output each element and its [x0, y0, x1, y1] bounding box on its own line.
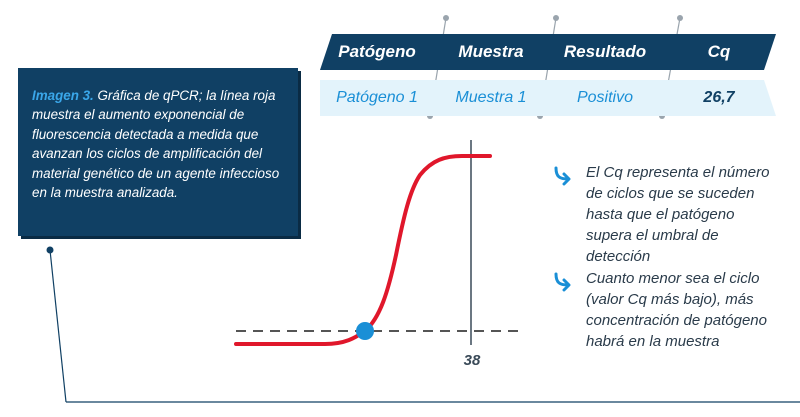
bullet-cq-interpretation: Cuanto menor sea el ciclo (valor Cq más … [552, 268, 782, 352]
caption-title: Imagen 3. [32, 88, 94, 103]
caption-pin-dot [46, 246, 54, 254]
bullet-cq-definition: El Cq representa el número de ciclos que… [552, 162, 782, 267]
cell-pathogen: Patógeno 1 [336, 89, 418, 106]
bullet-text-2: Cuanto menor sea el ciclo (valor Cq más … [586, 270, 767, 350]
arrow-curve-icon [554, 166, 571, 186]
table-pin-3 [553, 15, 559, 21]
header-cq: Cq [707, 42, 731, 61]
header-result: Resultado [563, 42, 647, 61]
header-sample: Muestra [458, 42, 524, 61]
table-pin-1 [443, 15, 449, 21]
header-pathogen: Patógeno [338, 42, 416, 61]
cell-result: Positivo [576, 89, 634, 106]
threshold-point-icon [356, 322, 374, 340]
results-table-header: Patógeno Muestra Resultado Cq [320, 34, 776, 70]
cell-sample: Muestra 1 [455, 89, 527, 106]
caption-body: Gráfica de qPCR; la línea roja muestra e… [32, 88, 280, 201]
figure-caption: Imagen 3. Gráfica de qPCR; la línea roja… [18, 68, 298, 236]
amplification-curve [234, 154, 492, 346]
cell-cq: 26,7 [703, 89, 735, 106]
results-table-row: Patógeno 1 Muestra 1 Positivo 26,7 [320, 80, 776, 116]
bullet-text-1: El Cq representa el número de ciclos que… [586, 164, 770, 265]
cycle-label: 38 [463, 352, 481, 369]
table-pin-5 [677, 15, 683, 21]
arrow-curve-icon [554, 272, 571, 292]
